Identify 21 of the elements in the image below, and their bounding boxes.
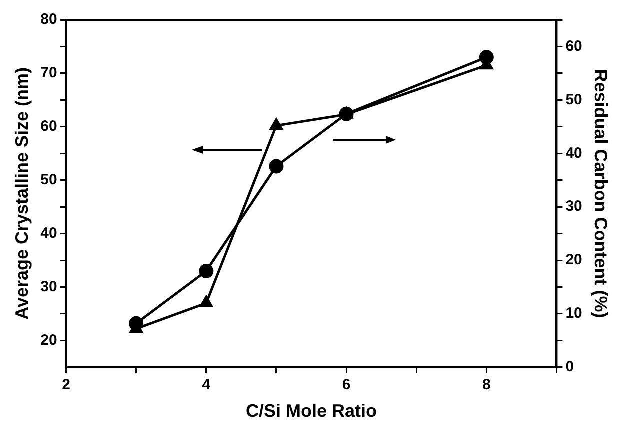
- x-tick-label: 8: [482, 376, 491, 394]
- y2-tick-label: 20: [566, 252, 582, 269]
- x-tick-label: 2: [62, 376, 70, 394]
- y2-tick-label: 50: [566, 91, 582, 108]
- y-tick-label: 40: [40, 224, 58, 242]
- y-tick-label: 70: [40, 64, 58, 82]
- x-axis-title: C/Si Mole Ratio: [246, 401, 378, 422]
- y2-tick-label: 10: [566, 305, 582, 322]
- y-tick-label: 30: [40, 278, 58, 296]
- y2-tick-label: 0: [566, 358, 574, 376]
- y-tick-label: 20: [40, 332, 58, 349]
- y2-axis-title: Residual Carbon Content (%): [591, 69, 612, 318]
- x-tick-label: 4: [202, 376, 212, 394]
- y2-tick-label: 60: [566, 38, 582, 55]
- y-axis-title: Average Crystalline Size (nm): [12, 67, 32, 320]
- y2-tick-label: 30: [566, 198, 582, 216]
- x-tick-label: 6: [342, 376, 351, 394]
- y-tick-label: 60: [40, 118, 58, 136]
- y-tick-label: 50: [40, 171, 58, 188]
- y2-tick-label: 40: [566, 144, 582, 162]
- y-tick-label: 80: [40, 11, 58, 28]
